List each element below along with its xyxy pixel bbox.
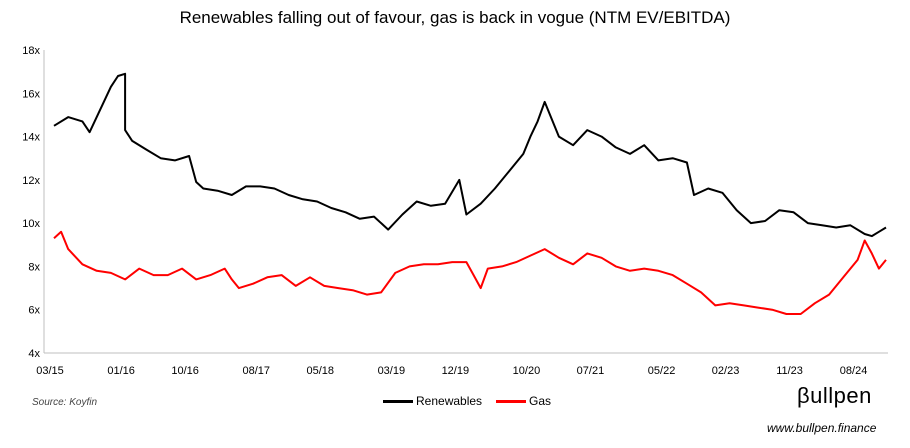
x-tick-label: 05/22 — [648, 365, 676, 377]
y-tick-label: 4x — [28, 348, 40, 360]
x-tick-label: 10/20 — [513, 365, 541, 377]
legend-swatch-renewables — [383, 399, 413, 403]
y-tick-label: 16x — [22, 88, 40, 100]
x-tick-label: 03/19 — [378, 365, 406, 377]
x-tick-label: 11/23 — [776, 365, 803, 377]
y-tick-label: 18x — [22, 45, 40, 57]
bullpen-logo: βullpen — [797, 383, 872, 408]
x-tick-labels: 03/15 01/16 10/16 08/17 05/18 03/19 12/19 10/20… — [36, 365, 867, 377]
series-line-gas — [53, 230, 887, 315]
y-tick-label: 14x — [22, 132, 40, 144]
legend: Renewables Gas — [383, 394, 565, 408]
y-tick-label: 8x — [28, 261, 40, 273]
brand-url: www.bullpen.finance — [767, 421, 877, 435]
x-tick-label: 05/18 — [306, 365, 334, 377]
legend-label-gas: Gas — [529, 394, 552, 408]
x-tick-label: 10/16 — [171, 365, 199, 377]
y-tick-label: 12x — [22, 175, 40, 187]
y-tick-label: 6x — [28, 305, 40, 317]
legend-swatch-gas — [496, 399, 527, 403]
x-tick-label: 02/23 — [712, 365, 740, 377]
x-tick-label: 12/19 — [442, 365, 470, 377]
series-line-renewables — [53, 72, 887, 238]
series-layer — [53, 72, 887, 315]
x-tick-label: 03/15 — [36, 365, 64, 377]
x-tick-label: 01/16 — [107, 365, 135, 377]
legend-item-gas: Gas — [496, 394, 551, 408]
y-tick-labels: 4x 6x 8x 10x 12x 14x 16x 18x — [22, 45, 40, 360]
x-tick-label: 08/24 — [840, 365, 868, 377]
x-tick-label: 07/21 — [577, 365, 605, 377]
source-note: Source: Koyfin — [32, 397, 98, 408]
chart-title: Renewables falling out of favour, gas is… — [179, 8, 731, 27]
legend-item-renewables: Renewables — [383, 394, 482, 408]
y-tick-label: 10x — [22, 218, 40, 230]
legend-label-renewables: Renewables — [416, 394, 483, 408]
x-tick-label: 08/17 — [242, 365, 270, 377]
